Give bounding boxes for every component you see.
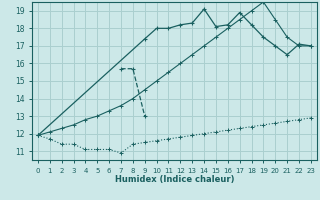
X-axis label: Humidex (Indice chaleur): Humidex (Indice chaleur) xyxy=(115,175,234,184)
